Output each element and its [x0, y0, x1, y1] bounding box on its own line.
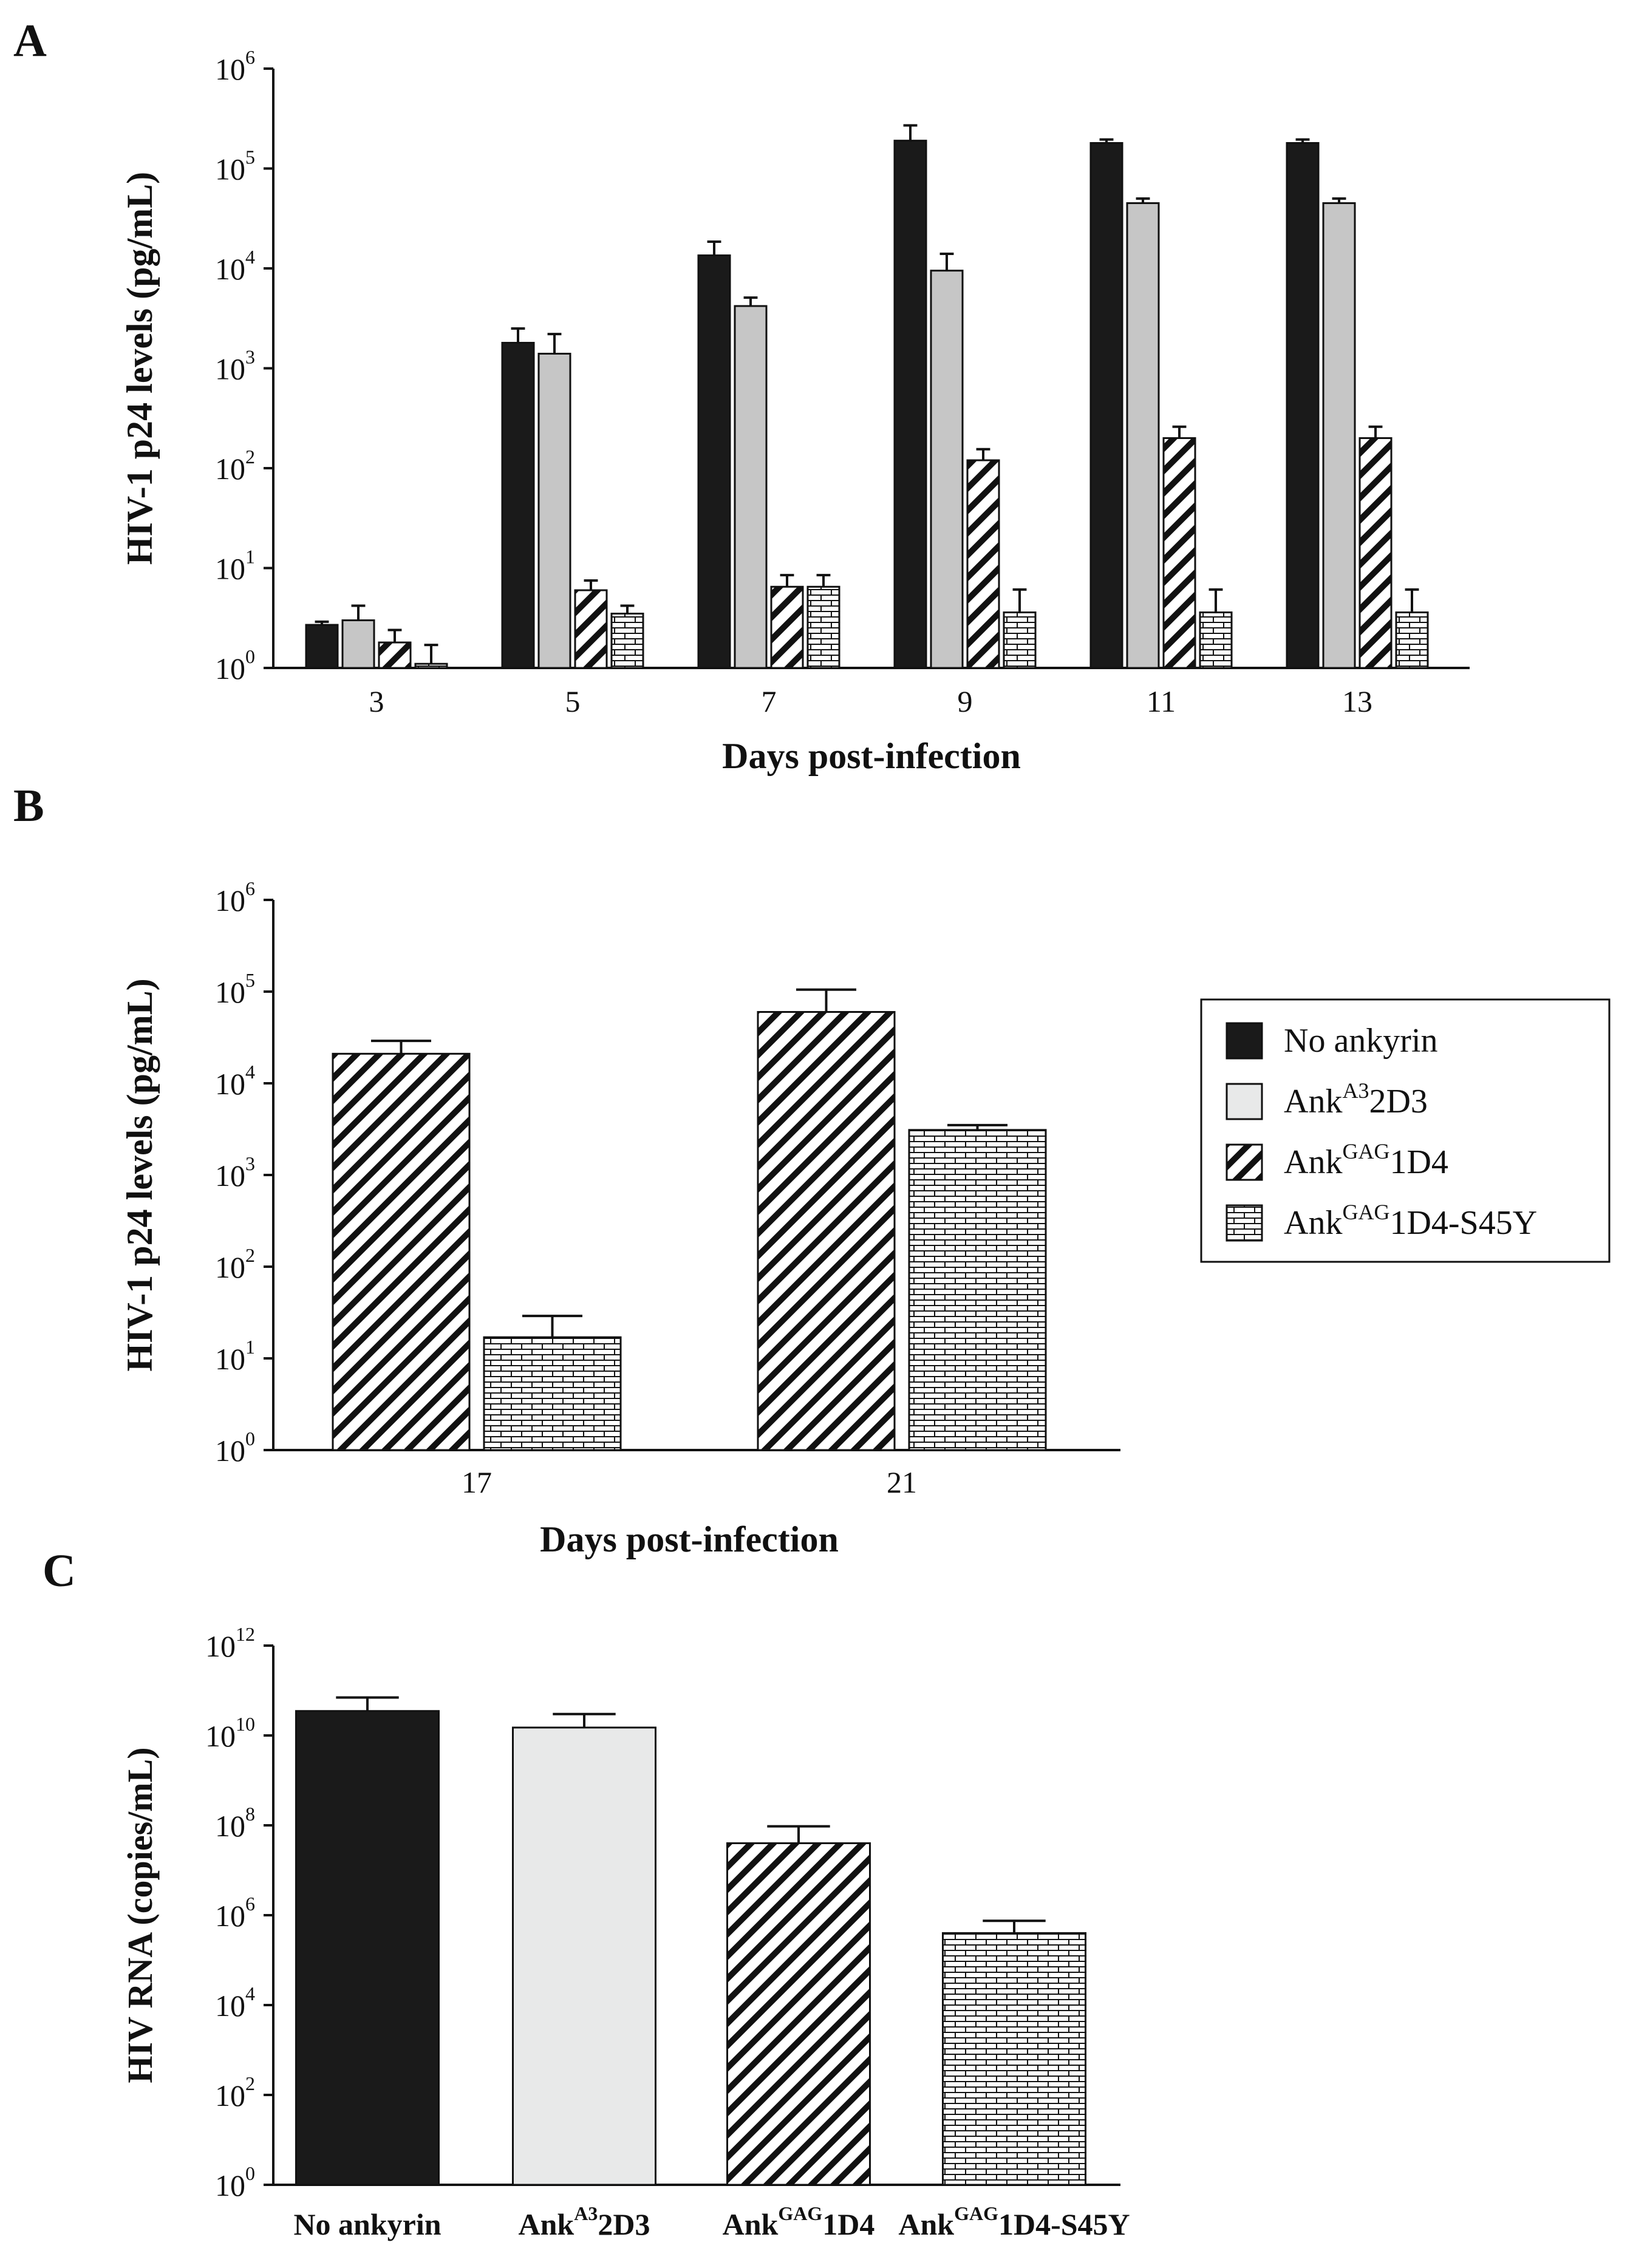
x-tick-label-a: 5	[565, 684, 581, 718]
x-tick-label-b: 17	[462, 1465, 492, 1499]
x-tick-label-a: 9	[958, 684, 973, 718]
bar-a-5-3	[1395, 611, 1429, 669]
bar-a-1-3	[610, 613, 644, 669]
bar-b-1-0	[757, 1010, 896, 1451]
bar-a-0-0	[305, 624, 339, 669]
bar-a-5-1	[1322, 202, 1356, 669]
x-tick-label-c: AnkA32D3	[519, 2202, 650, 2241]
panel-a-letter: A	[13, 15, 47, 66]
bar-a-1-0	[501, 342, 535, 669]
bar-c-0	[295, 1710, 440, 2186]
y-tick-label-a: 101	[215, 546, 255, 586]
y-tick-label-b: 103	[215, 1153, 255, 1193]
bar-a-1-1	[537, 352, 571, 669]
x-tick-label-a: 11	[1147, 684, 1176, 718]
x-tick-label-c: No ankyrin	[293, 2207, 441, 2241]
bar-a-4-2	[1162, 437, 1196, 669]
bar-b-1-1	[908, 1129, 1047, 1451]
bar-a-4-0	[1089, 142, 1123, 669]
legend-label-ank-gag-1d4: AnkGAG1D4	[1284, 1139, 1448, 1181]
y-tick-label-a: 106	[215, 46, 255, 86]
y-tick-label-b: 100	[215, 1428, 255, 1468]
x-tick-label-c: AnkGAG1D4	[723, 2202, 875, 2241]
y-tick-label-c: 104	[215, 1983, 255, 2023]
bar-a-2-2	[770, 585, 804, 669]
chart-a: 100 101 102 103 104 105 106 3 5 7 9 11 13 HIV-1 p24 l…	[120, 46, 1470, 776]
y-tick-label-b: 102	[215, 1244, 255, 1284]
legend: No ankyrin AnkA32D3 AnkGAG1D4 AnkGAG1D4-…	[1200, 998, 1611, 1263]
x-axis-title-a: Days post-infection	[722, 736, 1021, 776]
legend-swatch-ank-a3-2d3	[1226, 1083, 1263, 1120]
y-tick-label-a: 100	[215, 645, 255, 686]
x-tick-label-c: AnkGAG1D4-S45Y	[898, 2202, 1130, 2241]
panel-c-letter: C	[43, 1545, 76, 1596]
y-tick-label-c: 100	[215, 2162, 255, 2202]
bar-a-2-0	[697, 254, 731, 669]
x-tick-label-a: 3	[369, 684, 384, 718]
y-tick-label-c: 1012	[205, 1623, 255, 1663]
panel-b-letter: B	[13, 780, 44, 831]
y-tick-label-a: 103	[215, 346, 255, 386]
chart-b: 100 101 102 103 104 105 106 17 21 HIV-1 p24 level…	[120, 877, 1120, 1559]
bar-c-2	[726, 1842, 871, 2186]
bar-a-4-3	[1199, 611, 1233, 669]
y-tick-label-c: 1010	[205, 1713, 255, 1753]
bar-c-3	[942, 1932, 1086, 2186]
y-tick-label-b: 101	[215, 1336, 255, 1376]
y-tick-label-c: 102	[215, 2072, 255, 2113]
bar-a-2-3	[806, 585, 840, 669]
bar-b-0-1	[483, 1336, 622, 1451]
bar-a-3-1	[930, 270, 964, 669]
bar-a-2-1	[734, 305, 768, 669]
bar-b-0-0	[332, 1052, 471, 1451]
x-tick-label-a: 13	[1342, 684, 1372, 718]
legend-label-ank-a3-2d3: AnkA32D3	[1284, 1078, 1428, 1120]
bar-a-5-2	[1359, 437, 1393, 669]
legend-swatch-ank-gag-1d4	[1226, 1143, 1263, 1181]
y-tick-label-c: 106	[215, 1893, 255, 1933]
y-tick-label-c: 108	[215, 1803, 255, 1843]
bar-a-3-0	[893, 140, 927, 669]
y-tick-label-a: 105	[215, 146, 255, 186]
bar-a-0-1	[341, 619, 375, 669]
y-tick-label-b: 105	[215, 969, 255, 1009]
y-tick-label-b: 106	[215, 877, 255, 918]
y-tick-label-a: 102	[215, 446, 255, 486]
legend-label-no-ankyrin: No ankyrin	[1284, 1022, 1438, 1060]
bar-a-0-2	[378, 641, 412, 669]
y-axis-title-b: HIV-1 p24 levels (pg/mL)	[120, 978, 160, 1371]
bar-a-0-3	[414, 662, 448, 669]
y-axis-title-c: HIV RNA (copies/mL)	[120, 1747, 160, 2083]
bar-a-3-2	[966, 459, 1000, 669]
x-tick-label-a: 7	[762, 684, 777, 718]
legend-swatch-ank-gag-1d4-s45y	[1226, 1204, 1263, 1242]
x-tick-label-b: 21	[887, 1465, 917, 1499]
chart-c: 100 102 104 106 108 1010 1012 No ankyrin AnkA32D…	[120, 1623, 1130, 2241]
legend-swatch-no-ankyrin	[1226, 1022, 1263, 1060]
bar-a-3-3	[1003, 611, 1037, 669]
bar-a-5-0	[1286, 142, 1320, 669]
legend-label-ank-gag-1d4-s45y: AnkGAG1D4-S45Y	[1284, 1200, 1537, 1242]
y-axis-title-a: HIV-1 p24 levels (pg/mL)	[120, 172, 160, 565]
bar-a-1-2	[574, 589, 608, 669]
legend-box	[1200, 998, 1611, 1263]
bar-c-1	[512, 1726, 656, 2186]
bar-a-4-1	[1126, 202, 1160, 669]
y-tick-label-a: 104	[215, 246, 255, 286]
y-tick-label-b: 104	[215, 1061, 255, 1101]
x-axis-title-b: Days post-infection	[540, 1519, 839, 1559]
